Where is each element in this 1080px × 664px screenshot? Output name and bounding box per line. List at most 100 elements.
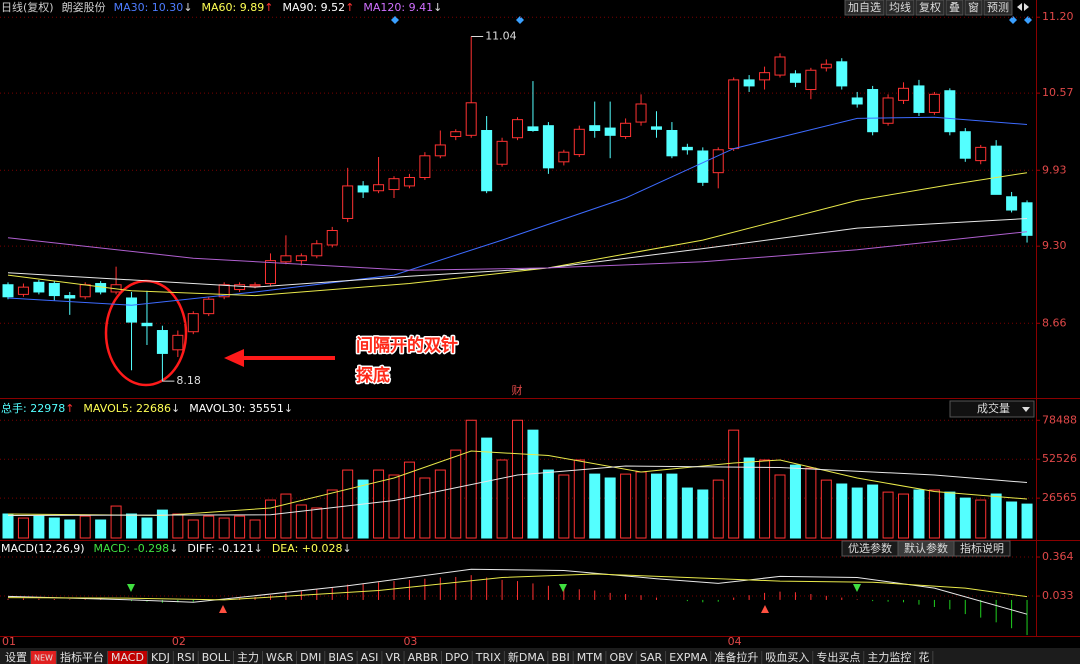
tab-label[interactable]: BBI <box>551 651 569 664</box>
tab[interactable] <box>711 651 762 664</box>
tab[interactable] <box>297 651 325 664</box>
toolbar-button[interactable] <box>885 0 915 16</box>
tab[interactable] <box>666 651 711 664</box>
tab-label[interactable]: 专出买点 <box>816 650 860 664</box>
candle-body <box>681 146 693 151</box>
tab-label[interactable]: ASI <box>361 651 379 664</box>
tab-label[interactable]: 新DMA <box>508 650 545 664</box>
tab-label[interactable]: KDJ <box>151 651 170 664</box>
tab[interactable] <box>107 651 147 664</box>
tab[interactable] <box>147 651 173 664</box>
nav-arrow[interactable] <box>1024 3 1029 11</box>
tab-label[interactable]: 设置 <box>5 651 27 664</box>
tab-label[interactable]: DPO <box>445 651 469 664</box>
tab-label[interactable]: ARBR <box>408 651 439 664</box>
marker <box>391 16 399 24</box>
toolbar-button-label[interactable]: 叠 <box>949 1 960 14</box>
tab[interactable] <box>762 651 813 664</box>
marker <box>1009 16 1017 24</box>
volume-bar <box>33 515 45 539</box>
tab[interactable] <box>915 651 933 664</box>
toolbar-button-label[interactable]: 均线 <box>889 0 911 14</box>
tab[interactable] <box>441 651 472 664</box>
tab[interactable] <box>2 651 30 664</box>
tab-label[interactable]: OBV <box>609 651 633 664</box>
tab-label[interactable]: VR <box>385 651 401 664</box>
indicator-button-label[interactable]: 指标说明 <box>960 541 1004 555</box>
tab[interactable] <box>864 651 915 664</box>
tab[interactable] <box>636 651 666 664</box>
volume-bar <box>558 474 570 539</box>
tab[interactable] <box>31 651 56 664</box>
toolbar-button-label[interactable]: 复权 <box>919 0 941 14</box>
tab[interactable] <box>263 651 297 664</box>
volume-bar <box>697 489 709 539</box>
tab[interactable] <box>813 651 864 664</box>
toolbar-button-label[interactable]: 预测 <box>987 1 1009 14</box>
tab-label[interactable]: MTM <box>577 651 603 664</box>
indicator-button[interactable] <box>953 540 1011 557</box>
tab-label[interactable]: NEW <box>34 654 53 663</box>
tab[interactable] <box>234 651 263 664</box>
volume-bar <box>620 473 632 539</box>
indicator-button-label[interactable]: 优选参数 <box>848 541 892 555</box>
volume-bar <box>496 459 508 539</box>
candle-body <box>558 151 570 163</box>
tab-label[interactable]: 吸血买入 <box>765 650 809 664</box>
tab[interactable] <box>56 651 107 664</box>
tab[interactable] <box>357 651 382 664</box>
candle-body <box>759 72 771 81</box>
toolbar-button[interactable] <box>983 0 1013 16</box>
tab-label[interactable]: SAR <box>640 651 663 664</box>
tab-label[interactable]: W&R <box>266 651 293 664</box>
tab[interactable] <box>548 651 573 664</box>
indicator-arrow: ↓ <box>171 402 180 415</box>
tab[interactable] <box>325 651 357 664</box>
toolbar-button-label[interactable]: 窗 <box>968 0 979 14</box>
nav-arrow[interactable] <box>1017 3 1022 11</box>
callout: 探底 <box>356 365 390 386</box>
selector-label[interactable]: 成交量 <box>977 401 1010 415</box>
indicator-line <box>7 450 1028 517</box>
tab-label[interactable]: TRIX <box>475 651 502 664</box>
tab-label[interactable]: MACD <box>111 651 144 664</box>
tab[interactable] <box>504 651 548 664</box>
toolbar-button-label[interactable]: 加自选 <box>848 1 881 14</box>
volume-bar <box>110 505 122 539</box>
tab[interactable] <box>404 651 441 664</box>
indicator-line <box>7 465 1028 516</box>
candle-body <box>79 284 91 298</box>
signal-arrow <box>853 584 861 592</box>
tab-label[interactable]: 主力监控 <box>867 650 911 664</box>
tab-label[interactable]: RSI <box>177 651 195 664</box>
selector-box[interactable] <box>949 400 1035 418</box>
tab[interactable] <box>606 651 636 664</box>
tab-label[interactable]: BIAS <box>328 651 353 664</box>
indicator-button-label[interactable]: 默认参数 <box>904 541 948 555</box>
candle-body <box>2 284 14 298</box>
toolbar-button[interactable] <box>844 0 885 16</box>
tab-label[interactable]: EXPMA <box>669 651 708 664</box>
tab-label[interactable]: DMI <box>300 651 321 664</box>
candle-body <box>712 149 724 174</box>
tab[interactable] <box>198 651 234 664</box>
tab[interactable] <box>173 651 198 664</box>
tab-label[interactable]: 指标平台 <box>60 650 104 664</box>
tab[interactable] <box>573 651 606 664</box>
tab-label[interactable]: BOLL <box>202 651 231 664</box>
toolbar-button[interactable] <box>964 0 983 16</box>
candle-body <box>527 126 539 131</box>
volume-bar <box>882 491 894 539</box>
volume-bar <box>867 484 879 539</box>
toolbar-button[interactable] <box>945 0 964 16</box>
candle-body <box>959 131 971 159</box>
tab-label[interactable]: 花 <box>918 651 929 664</box>
tab[interactable] <box>382 651 404 664</box>
tab-label[interactable]: 准备拉升 <box>714 650 758 664</box>
volume-bar <box>141 517 153 539</box>
volume-bar <box>650 473 662 539</box>
tab-label[interactable]: 主力 <box>237 651 259 664</box>
selector-caret[interactable] <box>1022 407 1030 412</box>
toolbar-button[interactable] <box>915 0 945 16</box>
tab[interactable] <box>472 651 504 664</box>
